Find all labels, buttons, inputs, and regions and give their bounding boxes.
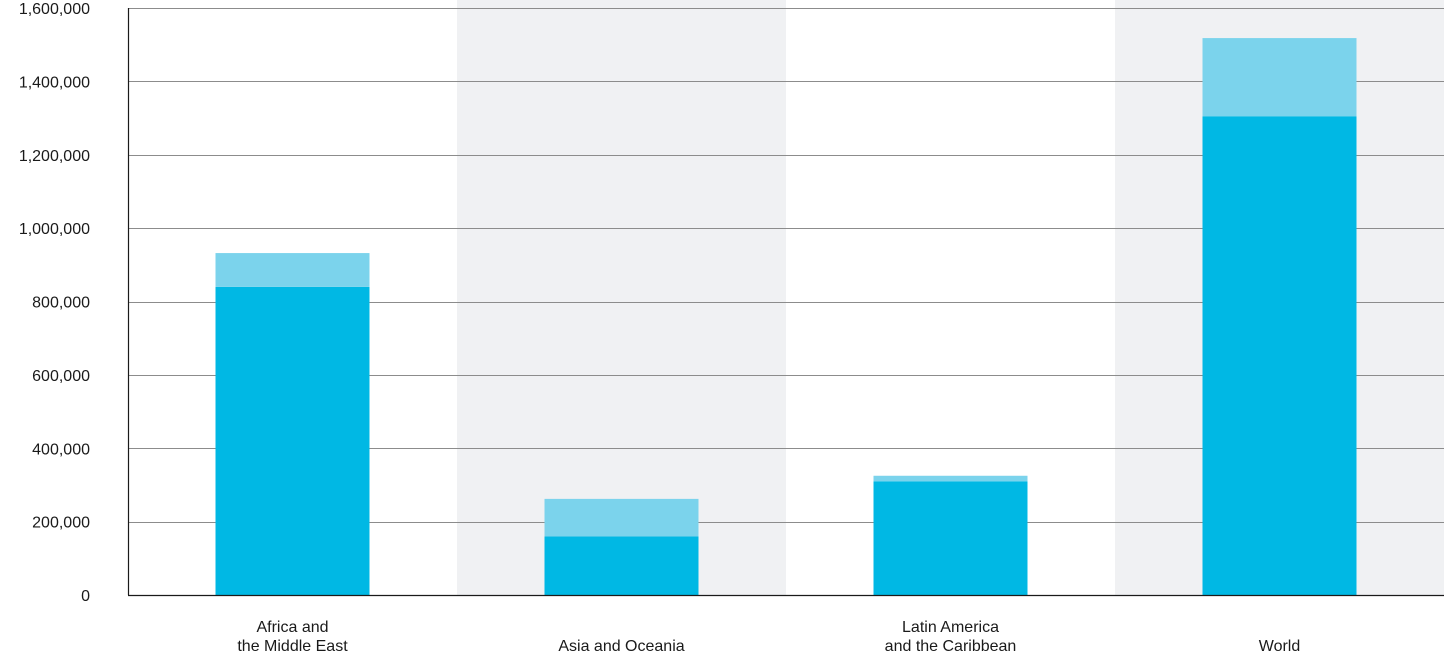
- x-tick-label: World: [1259, 638, 1301, 655]
- bar-segment-lower: [215, 286, 370, 595]
- y-tick-label: 400,000: [32, 441, 90, 458]
- y-tick-label: 200,000: [32, 515, 90, 532]
- y-tick-label: 1,600,000: [19, 1, 90, 18]
- y-tick-label: 0: [81, 588, 90, 605]
- x-tick-labels: Africa and the Middle East Asia and Oceani…: [237, 619, 1300, 655]
- y-tick-labels: 0 200,000 400,000 600,000 800,000 1,000,000 1,…: [19, 1, 90, 605]
- y-tick-label: 800,000: [32, 295, 90, 312]
- y-tick-label: 1,000,000: [19, 221, 90, 238]
- y-tick-label: 1,200,000: [19, 148, 90, 165]
- bar-segment-upper: [544, 498, 699, 537]
- x-tick-label: Africa and the Middle East: [237, 619, 348, 655]
- y-tick-label: 600,000: [32, 368, 90, 385]
- bar-segment-upper: [1202, 38, 1357, 117]
- bar-segment-lower: [1202, 116, 1357, 596]
- bar-segment-lower: [873, 481, 1028, 595]
- bar-segment-upper: [873, 475, 1028, 482]
- x-tick-label: Latin America and the Caribbean: [885, 619, 1017, 655]
- bar-segment-lower: [544, 536, 699, 595]
- bars: [215, 38, 1357, 596]
- bar-segment-upper: [215, 253, 370, 287]
- x-tick-label: Asia and Oceania: [558, 638, 684, 655]
- category-band: [457, 0, 786, 595]
- y-tick-label: 1,400,000: [19, 74, 90, 91]
